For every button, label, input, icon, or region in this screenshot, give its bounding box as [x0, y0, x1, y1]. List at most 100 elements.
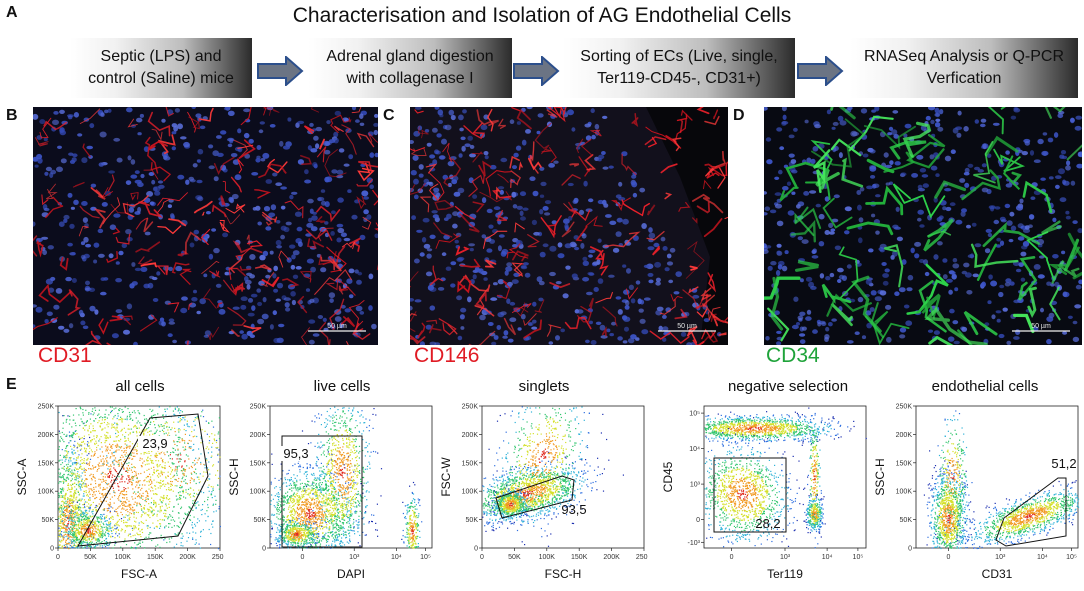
micrograph-cd146: 50 µm — [410, 107, 728, 345]
y-tick-label: 250K — [462, 404, 479, 411]
y-tick-label: 150K — [250, 460, 267, 467]
scale-bar-label: 50 µm — [1031, 323, 1051, 330]
y-tick-label: 0 — [50, 546, 54, 553]
x-tick-label: 10⁵ — [420, 554, 431, 561]
vessel-signal-layer — [410, 107, 728, 345]
event-cluster — [953, 480, 1080, 550]
y-tick-label: 10⁴ — [689, 446, 700, 453]
facs-title-negative-selection: negative selection — [727, 378, 849, 395]
x-tick-label: 250K — [636, 554, 648, 561]
workflow-step-1: Septic (LPS) and control (Saline) mice — [70, 38, 252, 98]
facs-plot-all-cells: 23,9 0 50K 100K 150K 200K 250K 0 50K 100K 150K 200K… — [15, 404, 224, 582]
panel-letter-b: B — [6, 107, 18, 124]
x-tick-label: 200K — [179, 554, 196, 561]
workflow-step-3: Sorting of ECs (Live, single, Ter119-CD45… — [563, 38, 795, 98]
x-tick-label: 10³ — [780, 554, 791, 561]
y-tick-label: 50K — [42, 517, 55, 524]
stain-label-cd31: CD31 — [38, 344, 92, 367]
stain-label-cd146: CD146 — [414, 344, 480, 367]
gate-percentage: 51,2 — [1051, 456, 1076, 471]
x-axis-label: DAPI — [337, 567, 365, 581]
y-tick-label: 100K — [462, 489, 479, 496]
micrograph-cd34: 50 µm — [764, 107, 1082, 345]
gate-percentage: 95,3 — [279, 446, 313, 461]
workflow-step-2: Adrenal gland digestion with collagenase … — [308, 38, 512, 98]
x-tick-label: 150K — [571, 554, 588, 561]
vessel-signal-layer — [764, 107, 1082, 345]
x-tick-label: 10⁴ — [1037, 554, 1048, 561]
workflow-step-2-line1: Adrenal gland digestion — [326, 48, 494, 65]
scale-bar-label: 50 µm — [327, 323, 347, 330]
y-tick-label: 50K — [254, 517, 267, 524]
panel-letter-a: A — [6, 4, 18, 21]
y-tick-label: 250K — [250, 404, 267, 411]
x-tick-label: 0 — [946, 554, 950, 561]
gate-percentage: 28,2 — [755, 516, 780, 531]
event-cluster — [923, 460, 975, 550]
facs-plot-endothelial-cells: 51,2 0 10³ 10⁴ 10⁵ 0 50K 100K 150K 200K 250K CD31 SS… — [873, 404, 1080, 581]
scale-bar: 50 µm — [1012, 323, 1070, 332]
x-axis-label: FSC-A — [121, 567, 157, 581]
x-tick-label: 10⁵ — [1066, 554, 1077, 561]
y-tick-label: 50K — [900, 517, 913, 524]
gate-percentage: 93,5 — [561, 502, 586, 517]
micrograph-cd31: 50 µm — [33, 107, 378, 345]
gate — [495, 475, 575, 519]
y-tick-label: 150K — [896, 460, 913, 467]
event-cluster — [58, 501, 123, 549]
x-tick-label: 0 — [480, 554, 484, 561]
stain-label-cd34: CD34 — [766, 344, 820, 367]
x-tick-label: 0 — [300, 554, 304, 561]
y-axis-label: SSC-A — [15, 459, 29, 496]
scale-bar: 50 µm — [308, 323, 366, 332]
x-tick-label: 200K — [603, 554, 620, 561]
workflow-step-1-line2: control (Saline) mice — [88, 70, 234, 87]
y-tick-label: 200K — [462, 432, 479, 439]
facs-title-singlets: singlets — [518, 378, 570, 395]
x-tick-label: 100K — [539, 554, 556, 561]
y-tick-label: 150K — [462, 460, 479, 467]
micrograph-cd146-image: 50 µm — [410, 107, 728, 345]
event-cluster — [482, 406, 608, 547]
scale-bar-label: 50 µm — [677, 323, 697, 330]
event-cluster — [488, 484, 531, 524]
y-axis-label: FSC-W — [439, 457, 453, 497]
facs-plot-negative-selection: 28,2 0 10³ 10⁴ 10⁵ -10³ 0 10³ 10⁴ 10⁵ Ter119 CD45 — [661, 405, 867, 581]
y-tick-label: 250K — [896, 404, 913, 411]
x-tick-label: 100K — [115, 554, 132, 561]
x-tick-label: 50K — [508, 554, 521, 561]
y-tick-label: 10⁵ — [689, 411, 700, 418]
event-cluster — [270, 518, 327, 549]
panel-letter-e: E — [6, 376, 17, 393]
micrograph-cd31-image: 50 µm — [33, 107, 378, 345]
y-tick-label: 100K — [896, 489, 913, 496]
y-axis-label: SSC-H — [873, 458, 887, 495]
x-tick-label: 250K — [212, 554, 224, 561]
x-tick-label: 0 — [730, 554, 734, 561]
y-tick-label: 200K — [250, 432, 267, 439]
y-tick-label: 0 — [474, 546, 478, 553]
y-tick-label: 100K — [38, 489, 55, 496]
y-tick-label: 0 — [908, 546, 912, 553]
event-cluster — [928, 410, 973, 544]
workflow-step-2-line2: with collagenase I — [346, 70, 474, 87]
workflow-step-4: RNASeq Analysis or Q-PCR Verfication — [850, 38, 1078, 98]
y-tick-label: 150K — [38, 460, 55, 467]
x-tick-label: 50K — [84, 554, 97, 561]
nuclei-layer — [410, 107, 722, 345]
y-tick-label: 0 — [262, 546, 266, 553]
workflow-step-3-line2: Ter119-CD45-, CD31+) — [597, 70, 761, 87]
y-tick-label: -10³ — [688, 540, 701, 547]
x-axis-label: CD31 — [982, 567, 1013, 581]
panel-letter-d: D — [733, 107, 745, 124]
nuclei-layer — [33, 107, 378, 345]
vessel-signal-layer — [33, 107, 378, 345]
x-axis-label: Ter119 — [767, 567, 803, 581]
x-tick-label: 150K — [147, 554, 164, 561]
facs-title-endothelial-cells: endothelial cells — [931, 378, 1039, 395]
figure-title: Characterisation and Isolation of AG End… — [292, 4, 792, 27]
y-axis-label: CD45 — [661, 461, 675, 492]
x-tick-label: 10³ — [349, 554, 360, 561]
gate — [713, 457, 787, 533]
facs-plot-live-cells: 95,3 0 10³ 10⁴ 10⁵ 0 50K 100K 150K 200K 250K DAPI SS… — [227, 404, 433, 581]
